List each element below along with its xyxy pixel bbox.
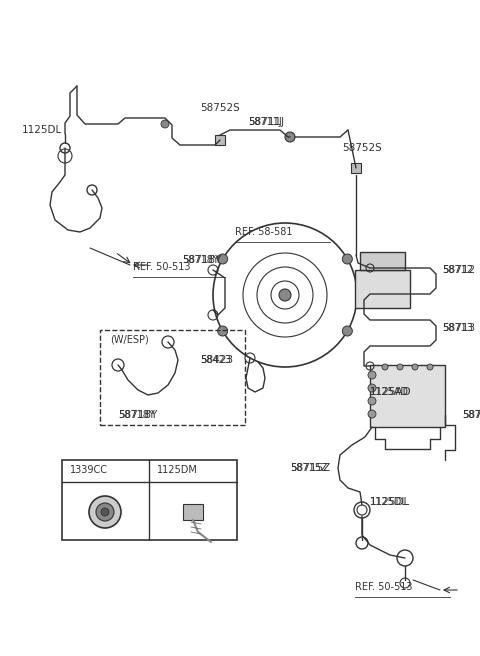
Text: 58711J: 58711J [248, 117, 282, 127]
Text: 1125DL: 1125DL [370, 497, 408, 507]
Circle shape [368, 410, 376, 418]
Text: 58718Y: 58718Y [118, 410, 157, 420]
Bar [100, 330, 245, 425]
Circle shape [427, 364, 433, 370]
Bar [183, 504, 203, 520]
Text: 58423: 58423 [200, 355, 231, 365]
Text: 1125DL: 1125DL [22, 125, 62, 135]
Bar [370, 365, 445, 427]
Text: 58715Z: 58715Z [290, 463, 330, 473]
Text: 58718Y: 58718Y [182, 255, 221, 265]
Circle shape [279, 289, 291, 301]
Bar [351, 163, 361, 173]
Circle shape [368, 384, 376, 392]
Circle shape [342, 326, 352, 336]
Circle shape [412, 364, 418, 370]
Text: 58423: 58423 [200, 355, 233, 365]
Text: 1339CC: 1339CC [70, 465, 108, 475]
Circle shape [217, 326, 228, 336]
Circle shape [217, 254, 228, 264]
Text: 58752S: 58752S [200, 103, 240, 113]
Text: 58713: 58713 [442, 323, 475, 333]
Text: 58725: 58725 [462, 410, 480, 420]
Text: 1125DL: 1125DL [370, 497, 410, 507]
Circle shape [382, 364, 388, 370]
Text: (W/ESP): (W/ESP) [110, 335, 149, 345]
Circle shape [96, 503, 114, 521]
Text: 1125AD: 1125AD [370, 387, 409, 397]
Text: REF. 58-581: REF. 58-581 [235, 227, 292, 237]
Bar [360, 252, 405, 270]
Bar [62, 460, 237, 540]
Circle shape [368, 397, 376, 405]
Circle shape [101, 508, 109, 516]
Text: 58712: 58712 [442, 265, 475, 275]
Bar [355, 270, 410, 308]
Circle shape [342, 254, 352, 264]
Text: 58752S: 58752S [342, 143, 382, 153]
Circle shape [285, 132, 295, 142]
Text: 58725: 58725 [462, 410, 480, 420]
Text: 58712: 58712 [442, 265, 473, 275]
Text: 58711J: 58711J [248, 117, 284, 127]
Text: 1125AD: 1125AD [370, 387, 412, 397]
Text: REF. 50-513: REF. 50-513 [133, 262, 191, 272]
Bar [215, 135, 225, 145]
Circle shape [89, 496, 121, 528]
Text: 58715Z: 58715Z [290, 463, 328, 473]
Text: 58713: 58713 [442, 323, 473, 333]
Text: 1125DM: 1125DM [157, 465, 198, 475]
Circle shape [397, 364, 403, 370]
Text: REF. 50-513: REF. 50-513 [355, 582, 412, 592]
Text: 58718Y: 58718Y [118, 410, 155, 420]
Text: 58718Y: 58718Y [182, 255, 219, 265]
Circle shape [368, 371, 376, 379]
Circle shape [161, 120, 169, 128]
